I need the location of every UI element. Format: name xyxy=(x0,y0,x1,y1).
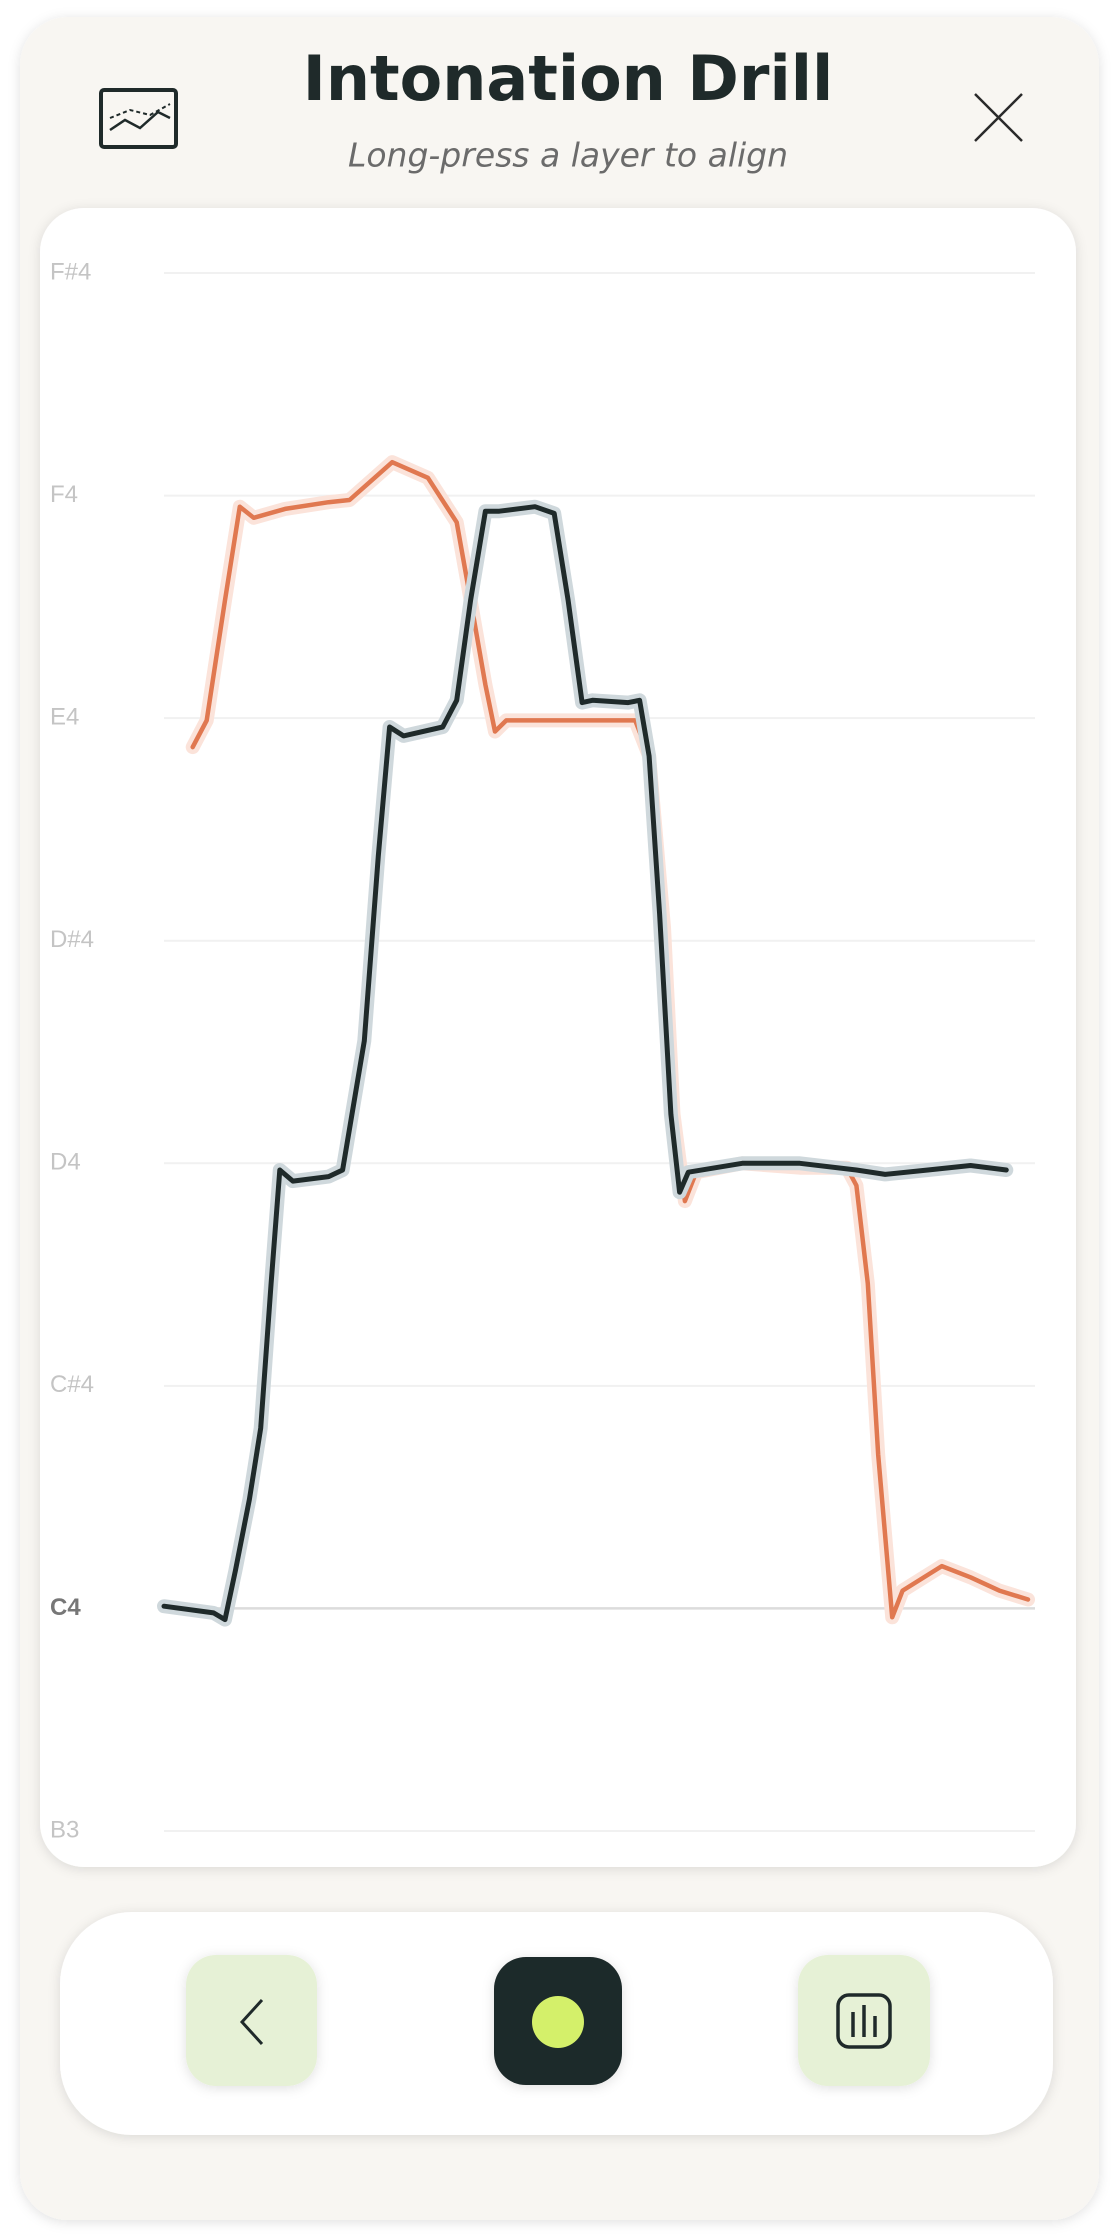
line xyxy=(161,504,1009,1623)
record-button[interactable] xyxy=(494,1957,622,2085)
y-tick-label: F4 xyxy=(50,481,78,508)
close-button[interactable] xyxy=(974,93,1023,142)
y-tick-label: D#4 xyxy=(50,926,94,953)
title: Intonation Drill xyxy=(303,42,833,115)
stats-button[interactable] xyxy=(798,1955,930,2086)
y-tick-label: C#4 xyxy=(50,1371,94,1398)
y-tick-label: F#4 xyxy=(50,258,91,285)
plot: B3 C4 C#4 D4 D#4 E4 F4 F#4 xyxy=(50,258,1035,1843)
subtitle: Long-press a layer to align xyxy=(348,136,788,175)
y-tick-label: D4 xyxy=(50,1149,81,1176)
y-tick-label: C4 xyxy=(50,1594,81,1621)
graph-icon[interactable] xyxy=(99,88,178,149)
y-tick-label: B3 xyxy=(50,1816,79,1843)
y-tick-label: E4 xyxy=(50,703,79,730)
back-button[interactable] xyxy=(186,1955,317,2086)
chart-card xyxy=(40,208,1076,1867)
